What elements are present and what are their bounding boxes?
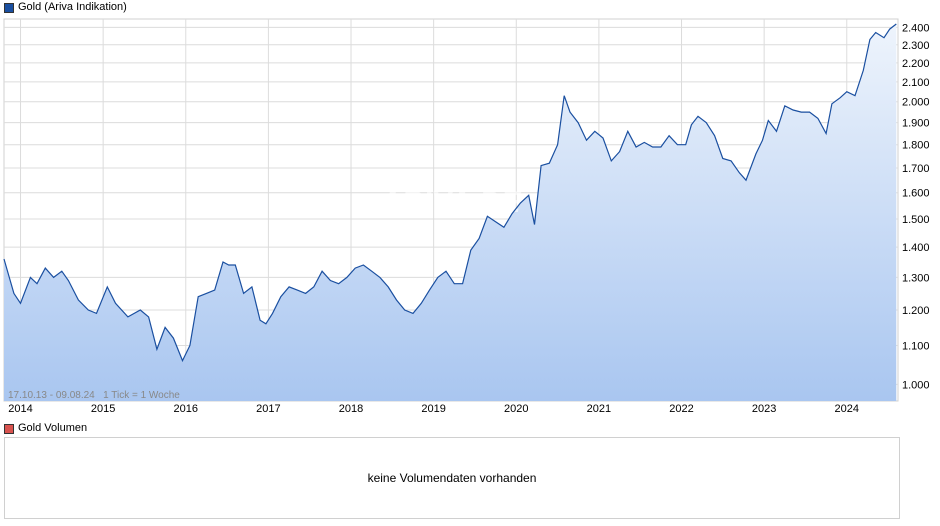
y-tick-label: 2.300 (902, 40, 930, 52)
x-tick-label: 2023 (752, 403, 776, 415)
y-tick-label: 1.200 (902, 305, 930, 317)
y-tick-label: 1.300 (902, 272, 930, 284)
price-line (3, 23, 897, 363)
price-area (4, 24, 897, 401)
period-label: 17.10.13 - 09.08.24 1 Tick = 1 Woche (8, 390, 180, 401)
y-tick-label: 1.100 (902, 340, 930, 352)
legend-volume: Gold Volumen (4, 422, 87, 435)
y-tick-label: 2.200 (902, 58, 930, 70)
y-tick-label: 1.500 (902, 214, 930, 226)
legend-price-label: Gold (Ariva Indikation) (18, 1, 127, 13)
y-tick-label: 2.000 (902, 97, 930, 109)
x-tick-label: 2017 (256, 403, 280, 415)
volume-panel: keine Volumendaten vorhanden (4, 437, 900, 519)
y-axis-labels: 1.000 1.100 1.200 1.300 1.400 1.500 1.600 1.700… (902, 22, 930, 391)
x-tick-label: 2021 (587, 403, 611, 415)
legend-price-swatch (4, 2, 14, 13)
x-tick-label: 2016 (174, 403, 198, 415)
price-chart: ARIVA.DE 1.0001.1001.2001.3001.4001.5001… (3, 18, 930, 415)
x-tick-label: 2024 (835, 403, 859, 415)
legend-price: Gold (Ariva Indikation) (4, 1, 127, 14)
y-tick-label: 1.700 (902, 163, 930, 175)
y-tick-label: 1.900 (902, 118, 930, 130)
x-tick-label: 2014 (8, 403, 32, 415)
y-tick-label: 1.000 (902, 379, 930, 391)
y-tick-label: 1.400 (902, 242, 930, 254)
volume-empty-message: keine Volumendaten vorhanden (367, 471, 537, 485)
watermark: ARIVA.DE (378, 186, 521, 219)
x-tick-label: 2022 (669, 403, 693, 415)
x-axis-labels: 2014 2015 2016 2017 2018 2019 2020 2021 2022 2023… (8, 403, 859, 415)
y-tick-label: 1.600 (902, 188, 930, 200)
x-tick-label: 2019 (421, 403, 445, 415)
x-tick-label: 2018 (339, 403, 363, 415)
y-tick-label: 2.100 (902, 77, 930, 89)
x-tick-label: 2015 (91, 403, 115, 415)
legend-volume-label: Gold Volumen (18, 422, 88, 434)
y-tick-label: 1.800 (902, 140, 930, 152)
y-tick-label: 2.400 (902, 22, 930, 34)
x-tick-label: 2020 (504, 403, 528, 415)
legend-volume-swatch (4, 423, 14, 434)
